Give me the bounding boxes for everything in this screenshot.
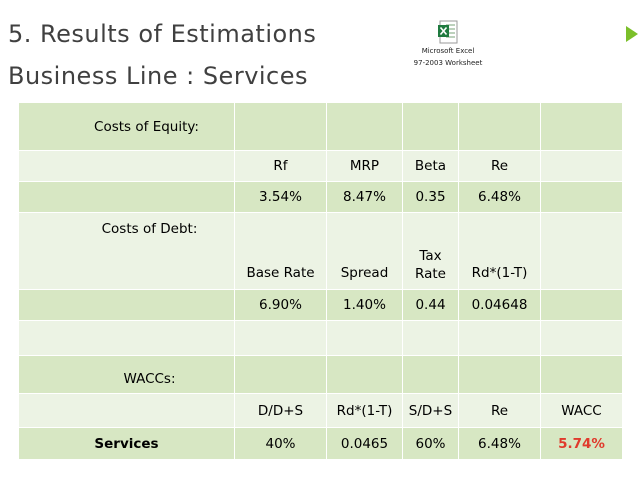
- header-cell: Base Rate: [234, 212, 327, 290]
- row-label-services: Services: [18, 427, 235, 460]
- value-cell: 3.54%: [234, 181, 327, 213]
- value-cell: 8.47%: [326, 181, 403, 213]
- header-cell: D/D+S: [234, 393, 327, 428]
- header-cell: Re: [458, 150, 541, 182]
- header-cell: Beta: [402, 150, 459, 182]
- header-cell: S/D+S: [402, 393, 459, 428]
- equity-section-label: Costs of Equity:: [18, 102, 235, 151]
- table-row: WACCs:: [18, 355, 623, 394]
- wacc-section-label: WACCs:: [18, 355, 235, 394]
- slide-title: 5. Results of Estimations: [8, 20, 317, 48]
- estimation-table: Costs of Equity: Rf MRP Beta Re 3.54% 8.…: [18, 102, 623, 460]
- header-cell: Rf: [234, 150, 327, 182]
- table-row: 3.54% 8.47% 0.35 6.48%: [18, 181, 623, 213]
- table-row: Costs of Debt: Base Rate Spread Tax Rate…: [18, 212, 623, 290]
- excel-caption-line1: Microsoft Excel: [421, 47, 475, 55]
- value-cell: 6.48%: [458, 181, 541, 213]
- embedded-excel-object[interactable]: Microsoft Excel 97-2003 Worksheet: [398, 20, 498, 68]
- header-cell: WACC: [540, 393, 623, 428]
- value-cell: 60%: [402, 427, 459, 460]
- header-cell: Rd*(1-T): [326, 393, 403, 428]
- value-cell: 1.40%: [326, 289, 403, 321]
- value-cell: 6.48%: [458, 427, 541, 460]
- table-row: Costs of Equity:: [18, 102, 623, 151]
- value-cell: 0.0465: [326, 427, 403, 460]
- header-cell: Tax Rate: [402, 212, 459, 290]
- table-row: Rf MRP Beta Re: [18, 150, 623, 182]
- debt-section-label: Costs of Debt:: [18, 212, 235, 290]
- table-row: [18, 320, 623, 356]
- table-row: 6.90% 1.40% 0.44 0.04648: [18, 289, 623, 321]
- table-row: Services 40% 0.0465 60% 6.48% 5.74%: [18, 427, 623, 460]
- table-row: D/D+S Rd*(1-T) S/D+S Re WACC: [18, 393, 623, 428]
- slide-subtitle: Business Line : Services: [8, 62, 309, 90]
- header-cell: Rd*(1-T): [458, 212, 541, 290]
- accent-triangle-icon: [626, 26, 638, 42]
- value-cell: 0.35: [402, 181, 459, 213]
- value-cell: 40%: [234, 427, 327, 460]
- value-cell: 6.90%: [234, 289, 327, 321]
- header-cell: Re: [458, 393, 541, 428]
- value-cell: 0.44: [402, 289, 459, 321]
- excel-file-icon: [438, 20, 458, 44]
- wacc-result-cell: 5.74%: [540, 427, 623, 460]
- excel-caption-line2: 97-2003 Worksheet: [413, 59, 483, 67]
- header-cell: Spread: [326, 212, 403, 290]
- value-cell: 0.04648: [458, 289, 541, 321]
- header-cell: MRP: [326, 150, 403, 182]
